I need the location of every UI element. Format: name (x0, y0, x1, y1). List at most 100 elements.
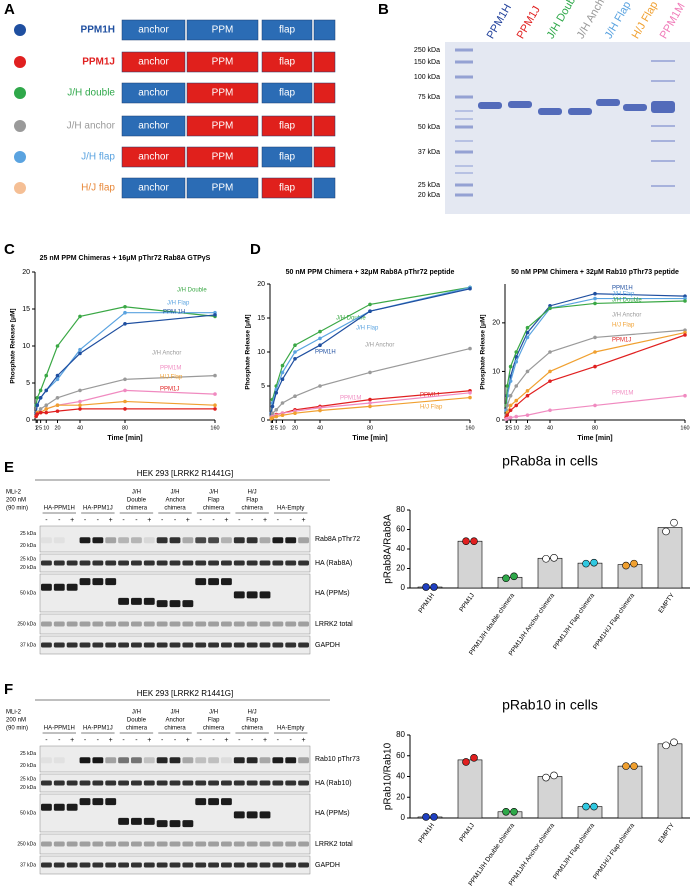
data-point (293, 357, 297, 361)
construct-segment (313, 146, 336, 168)
blot-band (182, 757, 194, 764)
treatment-sign: - (58, 737, 61, 744)
gel (445, 42, 690, 214)
blot-band (298, 780, 309, 786)
data-point (293, 343, 297, 348)
series-line (505, 300, 686, 406)
data-point (213, 407, 217, 411)
blot-band (221, 798, 232, 806)
group-label: chimera (203, 726, 225, 732)
blot-row-label: HA (Rab8A) (315, 560, 352, 567)
blot-band (285, 621, 297, 627)
blot-band (143, 597, 155, 605)
group-label: Flap (208, 498, 220, 504)
blot-band (298, 757, 309, 764)
blot-band (208, 757, 219, 764)
construct-name: J/H double (67, 88, 115, 99)
blot-band (66, 621, 78, 627)
blot-band (259, 757, 271, 764)
blot-band (195, 757, 207, 764)
blot-band (259, 537, 271, 544)
blot-band (41, 642, 52, 648)
treatment-sign: - (212, 737, 215, 744)
group-label: J/H (171, 710, 180, 716)
blot-header: HEK 293 [LRRK2 R1441G] (137, 689, 234, 698)
blot-band (182, 841, 194, 847)
group-label: chimera (241, 726, 263, 732)
construct-segment (313, 177, 336, 199)
data-point (508, 393, 513, 398)
blot-band (285, 642, 297, 648)
replicate-point (622, 561, 630, 570)
blot-band (131, 780, 142, 786)
series-label: J/H Double (612, 298, 642, 304)
data-point (213, 403, 217, 408)
segment-label: anchor (138, 183, 169, 194)
group-label: Double (127, 498, 147, 504)
blot-band (92, 578, 104, 586)
data-point (38, 410, 43, 415)
blot-band (53, 803, 65, 811)
construct-segment (313, 51, 336, 73)
treatment-sign: - (277, 737, 280, 744)
treatment-sign: - (200, 517, 203, 524)
data-point (35, 403, 40, 408)
blot-band (53, 841, 65, 847)
blot-band (105, 560, 117, 566)
data-point (368, 370, 372, 375)
treatment-sign: + (186, 737, 190, 744)
blot-band (66, 560, 78, 566)
blot-band (156, 600, 168, 608)
bar (577, 562, 603, 589)
blot-band (41, 621, 52, 627)
treatment-sign: + (109, 737, 113, 744)
blot-band (298, 560, 309, 566)
blot-band (53, 560, 65, 566)
data-point (683, 393, 687, 398)
group-label: J/H (209, 490, 218, 496)
data-point (123, 310, 127, 315)
blot-band (156, 820, 168, 828)
data-point (508, 403, 513, 408)
x-tick-label: PPM1J/H Flap chimera (552, 822, 596, 881)
group-label: H/J (248, 710, 257, 716)
data-point (123, 322, 127, 326)
gel-band (651, 60, 675, 62)
treatment-sign: - (161, 517, 164, 524)
replicate-point (622, 762, 630, 770)
data-point (505, 413, 510, 417)
blot-band (208, 642, 219, 648)
series-label: PPM1J (612, 338, 631, 344)
construct-segment (186, 19, 259, 41)
blot-band (233, 642, 245, 648)
blot-band (66, 642, 78, 648)
data-point (35, 412, 40, 416)
y-tick-label: 5 (26, 380, 30, 387)
data-point (280, 401, 285, 405)
replicate-point (462, 537, 470, 546)
replicate-point (510, 807, 518, 816)
data-point (55, 396, 60, 400)
blot-band (105, 757, 117, 764)
blot-band (131, 642, 142, 648)
group-label: HA-Empty (277, 726, 304, 732)
x-tick-label: 2 (36, 425, 39, 431)
bar (417, 816, 443, 819)
treatment-sign: + (302, 737, 306, 744)
x-tick-label: 5 (509, 425, 512, 431)
series-label: J/H Flap (612, 292, 635, 298)
blot-band (105, 862, 117, 868)
blot-band (131, 621, 142, 627)
blot-band (195, 862, 207, 868)
x-tick-label: PPM1J/H Anchor chimera (508, 592, 557, 657)
blot-marker: 50 kDa (20, 810, 36, 816)
data-point (683, 333, 687, 337)
y-axis-label: Phosphate Release [μM] (480, 314, 487, 389)
bar (617, 564, 643, 589)
panel-label: B (378, 1, 389, 18)
group-label: chimera (203, 506, 225, 512)
data-point (274, 408, 279, 412)
blot-row-label: GAPDH (315, 642, 340, 649)
x-tick-label: 2 (506, 425, 509, 431)
construct-name: J/H flap (81, 152, 115, 163)
